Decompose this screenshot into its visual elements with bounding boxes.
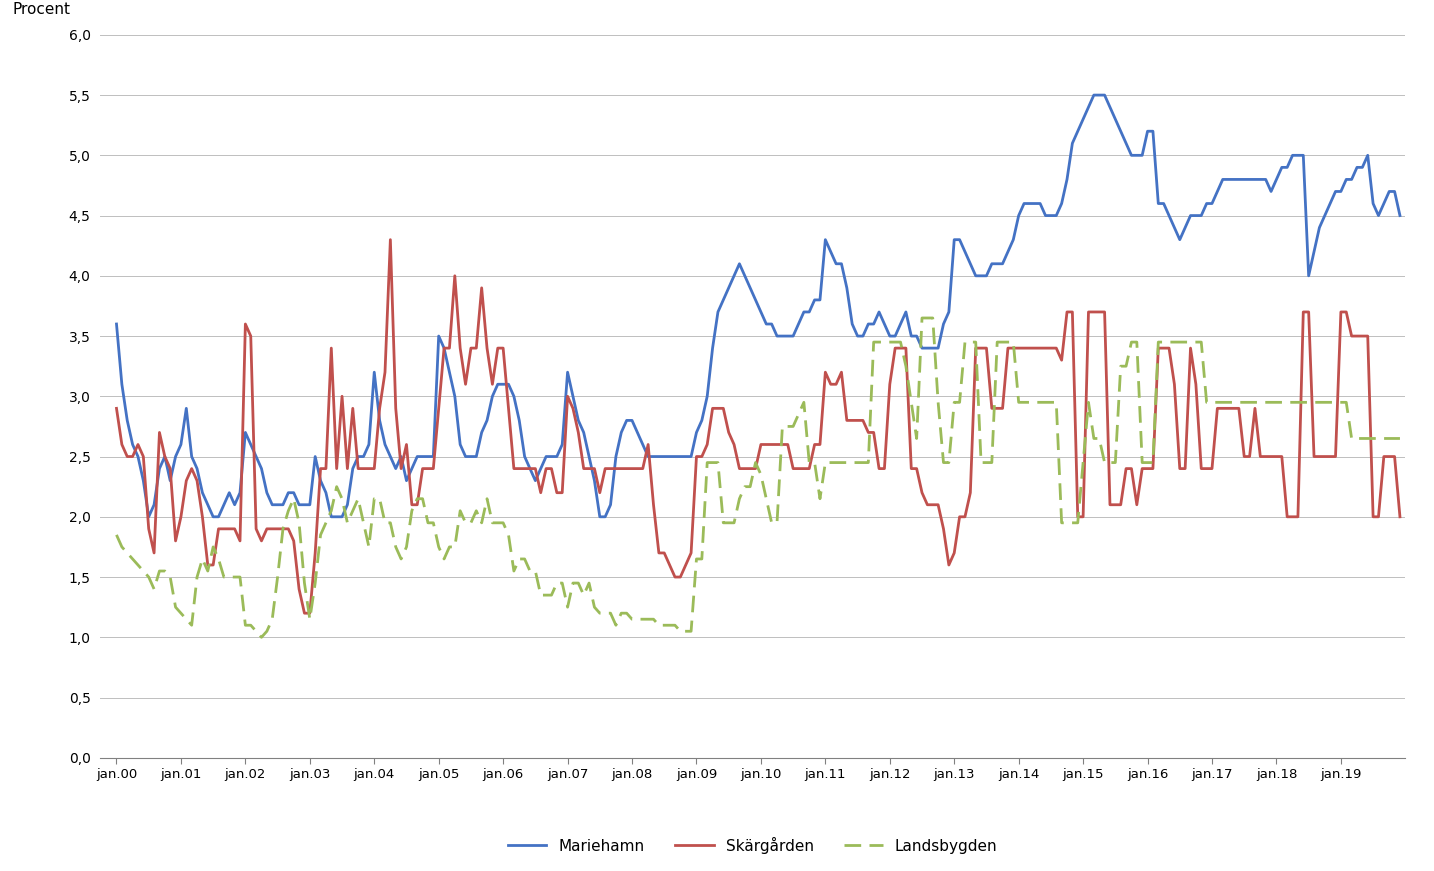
Mariehamn <box>1391 211 1408 221</box>
Mariehamn <box>1086 90 1103 100</box>
Skärgården <box>162 463 179 474</box>
Mariehamn <box>141 511 158 522</box>
Skärgården <box>317 463 334 474</box>
Landsbygden <box>194 554 211 564</box>
Skärgården <box>295 608 313 618</box>
Skärgården <box>967 343 984 354</box>
Landsbygden <box>317 517 334 528</box>
Mariehamn <box>962 259 979 269</box>
Landsbygden <box>967 337 984 348</box>
Landsbygden <box>913 313 931 323</box>
Skärgården <box>381 234 399 245</box>
Line: Mariehamn: Mariehamn <box>116 95 1400 517</box>
Landsbygden <box>1391 433 1408 443</box>
Skärgården <box>108 403 125 414</box>
Landsbygden <box>252 632 270 643</box>
Legend: Mariehamn, Skärgården, Landsbygden: Mariehamn, Skärgården, Landsbygden <box>502 830 1004 860</box>
Landsbygden <box>162 572 179 583</box>
Landsbygden <box>1311 397 1328 408</box>
Line: Landsbygden: Landsbygden <box>116 318 1400 638</box>
Skärgården <box>1311 451 1328 462</box>
Mariehamn <box>166 451 184 462</box>
Y-axis label: Procent: Procent <box>13 2 70 17</box>
Landsbygden <box>548 577 565 588</box>
Mariehamn <box>548 451 565 462</box>
Line: Skärgården: Skärgården <box>116 240 1400 613</box>
Skärgården <box>1391 511 1408 522</box>
Mariehamn <box>199 500 217 510</box>
Landsbygden <box>108 530 125 540</box>
Mariehamn <box>317 488 334 498</box>
Mariehamn <box>1311 222 1328 233</box>
Mariehamn <box>108 319 125 329</box>
Skärgården <box>194 511 211 522</box>
Skärgården <box>554 488 571 498</box>
